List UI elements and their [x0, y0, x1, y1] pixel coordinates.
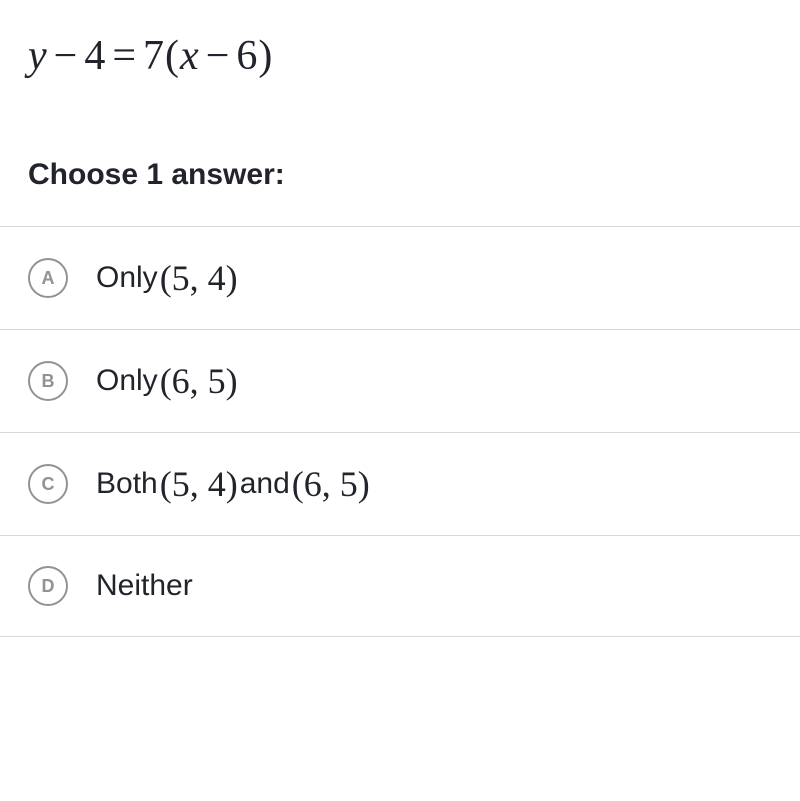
equation-part: =	[106, 33, 143, 79]
choice-c[interactable]: C Both (5, 4) and (6, 5)	[0, 432, 800, 535]
choice-b[interactable]: B Only (6, 5)	[0, 329, 800, 432]
choice-d-text: Neither	[96, 569, 193, 603]
equation-part: 7	[143, 33, 165, 79]
question-container: y−4=7(x−6) Choose 1 answer: A Only (5, 4…	[0, 0, 800, 637]
choice-d-label: Neither	[96, 569, 193, 603]
choice-a-prefix: Only	[96, 261, 158, 295]
equation-part: 4	[84, 33, 106, 79]
choice-c-marker: C	[28, 464, 68, 504]
choice-c-pair2: (6, 5)	[290, 463, 372, 505]
choice-c-mid: and	[240, 467, 290, 501]
equation-part: (	[165, 33, 180, 79]
choice-c-pair1: (5, 4)	[158, 463, 240, 505]
choice-c-prefix: Both	[96, 467, 158, 501]
equation-part: )	[258, 33, 273, 79]
choice-a-text: Only (5, 4)	[96, 257, 240, 299]
equation-display: y−4=7(x−6)	[0, 0, 800, 130]
choices-list: A Only (5, 4) B Only (6, 5) C Both (5, 4…	[0, 226, 800, 637]
choice-c-text: Both (5, 4) and (6, 5)	[96, 463, 372, 505]
choice-a[interactable]: A Only (5, 4)	[0, 226, 800, 329]
choice-b-marker: B	[28, 361, 68, 401]
choice-a-marker: A	[28, 258, 68, 298]
equation-part: 6	[236, 33, 258, 79]
choice-b-text: Only (6, 5)	[96, 360, 240, 402]
equation-part: x	[180, 33, 200, 79]
choice-b-pair: (6, 5)	[158, 360, 240, 402]
equation-part: −	[48, 33, 85, 79]
choice-d-marker: D	[28, 566, 68, 606]
choice-a-pair: (5, 4)	[158, 257, 240, 299]
choice-d[interactable]: D Neither	[0, 535, 800, 637]
choice-b-prefix: Only	[96, 364, 158, 398]
equation-part: y	[28, 33, 48, 79]
choose-prompt: Choose 1 answer:	[0, 130, 800, 226]
equation-part: −	[200, 33, 237, 79]
